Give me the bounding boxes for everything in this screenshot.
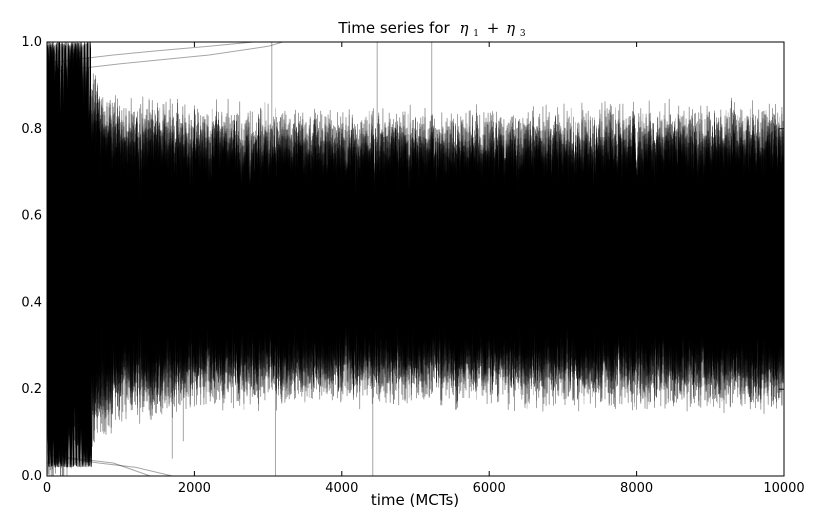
y-tick-label: 0.8	[21, 122, 42, 137]
chart-title: Time series for η 1 + η 3	[337, 19, 526, 40]
series-line	[46, 47, 785, 460]
series-line	[46, 68, 785, 462]
series-line	[46, 41, 785, 477]
series-line	[46, 69, 785, 470]
chart-title-operator: +	[487, 19, 500, 37]
y-tick-label: 0.0	[21, 469, 42, 484]
series-line	[46, 58, 785, 455]
chart-title-symbol-2: η	[506, 19, 515, 37]
series-line	[46, 41, 785, 459]
series-line	[46, 70, 785, 477]
x-tick-label: 10000	[763, 481, 804, 496]
y-tick-label: 0.2	[21, 382, 42, 397]
series-line	[46, 67, 785, 456]
series-line	[46, 44, 785, 446]
chart-title-prefix: Time series for	[337, 19, 450, 37]
series-line	[46, 49, 785, 446]
series-line	[46, 53, 785, 459]
series-line	[46, 70, 785, 469]
x-tick-label: 6000	[473, 481, 506, 496]
series-line	[46, 79, 785, 476]
chart-title-symbol-1: η	[459, 19, 468, 37]
series-line	[46, 45, 785, 436]
y-tick-label: 1.0	[21, 35, 42, 50]
series-line	[46, 47, 785, 453]
series-line	[46, 61, 785, 441]
series-line	[46, 79, 785, 474]
series-line	[46, 58, 785, 446]
series-line	[46, 86, 785, 444]
y-tick-label: 0.6	[21, 209, 42, 224]
series-line	[46, 41, 785, 460]
series-line	[46, 62, 785, 464]
chart-title-sub-1: 1	[473, 29, 479, 39]
x-axis-label: time (MCTs)	[371, 491, 459, 509]
y-axis-ticks: 0.0 0.2 0.4 0.6 0.8 1.0	[21, 35, 784, 484]
chart-title-sub-2: 3	[520, 29, 526, 39]
series-line	[46, 56, 785, 468]
x-axis-ticks: 0 2000 4000 6000 8000 10000	[43, 42, 805, 496]
x-tick-label: 2000	[178, 481, 211, 496]
series-line	[46, 45, 785, 477]
series-line	[46, 45, 785, 457]
series-line	[46, 71, 785, 447]
series-line	[46, 75, 785, 428]
series-line	[46, 60, 785, 465]
y-tick-label: 0.4	[21, 295, 42, 310]
series-line	[46, 42, 785, 464]
series-line	[46, 50, 785, 446]
series-line	[46, 63, 785, 434]
series-line	[46, 41, 785, 477]
series-line	[46, 48, 785, 458]
series-line	[46, 73, 785, 471]
series-line	[46, 75, 785, 443]
stray-series-line	[46, 41, 283, 73]
stray-series-line	[46, 458, 173, 477]
series-line	[46, 91, 785, 457]
x-tick-label: 0	[43, 481, 51, 496]
dense-band-series	[46, 41, 785, 477]
series-line	[46, 70, 785, 464]
series-line	[46, 73, 785, 445]
series-line	[46, 41, 785, 477]
transient-line	[46, 42, 92, 466]
plot-area-frame	[46, 41, 785, 477]
series-line	[46, 48, 785, 442]
series-line	[46, 60, 785, 449]
series-line	[46, 74, 785, 462]
series-line	[46, 77, 785, 477]
series-line	[46, 60, 785, 477]
series-line	[46, 75, 785, 439]
series-line	[46, 63, 785, 445]
series-line	[46, 48, 785, 464]
series-line	[46, 72, 785, 465]
series-line	[46, 41, 785, 462]
series-line	[46, 41, 785, 477]
stray-series-line	[46, 453, 151, 477]
x-tick-label: 4000	[325, 481, 358, 496]
spike-marks	[171, 42, 433, 476]
x-tick-label: 8000	[620, 481, 653, 496]
series-line	[46, 45, 785, 465]
